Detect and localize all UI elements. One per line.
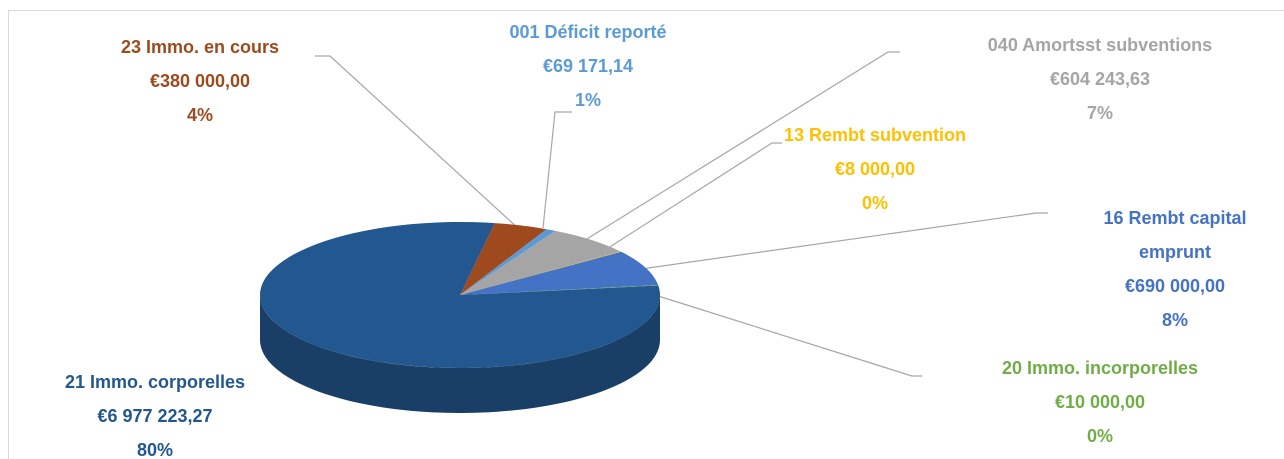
label-name: 20 Immo. incorporelles xyxy=(1001,358,1199,378)
label-percent: 7% xyxy=(1086,103,1113,123)
data-label: 21 Immo. corporelles €6 977 223,27 80% xyxy=(5,365,305,459)
data-label: 13 Rembt subvention €8 000,00 0% xyxy=(745,118,1005,220)
label-name: 040 Amortsst subventions xyxy=(987,35,1213,55)
leader-line xyxy=(581,51,900,243)
label-percent: 4% xyxy=(186,105,213,125)
label-name: 23 Immo. en cours xyxy=(120,37,280,57)
label-value: €69 171,14 xyxy=(542,56,634,76)
label-value: €604 243,63 xyxy=(1049,69,1151,89)
label-value: €8 000,00 xyxy=(834,159,916,179)
data-label: 16 Rembt capital emprunt €690 000,00 8% xyxy=(1088,201,1263,337)
label-value: €690 000,00 xyxy=(1124,276,1226,296)
label-percent: 0% xyxy=(1086,426,1113,446)
label-value: €380 000,00 xyxy=(149,71,251,91)
label-percent: 80% xyxy=(136,440,174,459)
label-value: €6 977 223,27 xyxy=(97,406,213,426)
slice xyxy=(259,222,660,368)
slice xyxy=(460,229,556,295)
slice xyxy=(460,251,659,295)
label-name: 13 Rembt subvention xyxy=(783,125,967,145)
label-percent: 0% xyxy=(861,193,888,213)
slice xyxy=(460,251,622,295)
label-value: €10 000,00 xyxy=(1054,392,1146,412)
chart-border xyxy=(8,10,1284,459)
pie xyxy=(259,222,660,413)
slice xyxy=(460,230,621,295)
slice xyxy=(460,285,659,295)
leader-line xyxy=(633,212,1048,271)
label-percent: 8% xyxy=(1161,310,1188,330)
slice-side xyxy=(260,295,660,413)
label-percent: 1% xyxy=(574,90,601,110)
label-name: 16 Rembt capital emprunt xyxy=(1103,208,1247,262)
leader-line xyxy=(654,294,922,377)
label-name: 21 Immo. corporelles xyxy=(64,372,246,392)
slice xyxy=(460,223,547,295)
leader-lines xyxy=(315,51,1048,377)
data-label: 23 Immo. en cours €380 000,00 4% xyxy=(70,30,330,132)
data-label: 20 Immo. incorporelles €10 000,00 0% xyxy=(950,351,1250,453)
label-name: 001 Déficit reporté xyxy=(509,22,667,42)
leader-line xyxy=(315,55,521,231)
data-label: 040 Amortsst subventions €604 243,63 7% xyxy=(950,28,1250,130)
data-label: 001 Déficit reporté €69 171,14 1% xyxy=(458,15,718,117)
leader-line xyxy=(542,111,572,229)
leader-line xyxy=(601,142,782,253)
